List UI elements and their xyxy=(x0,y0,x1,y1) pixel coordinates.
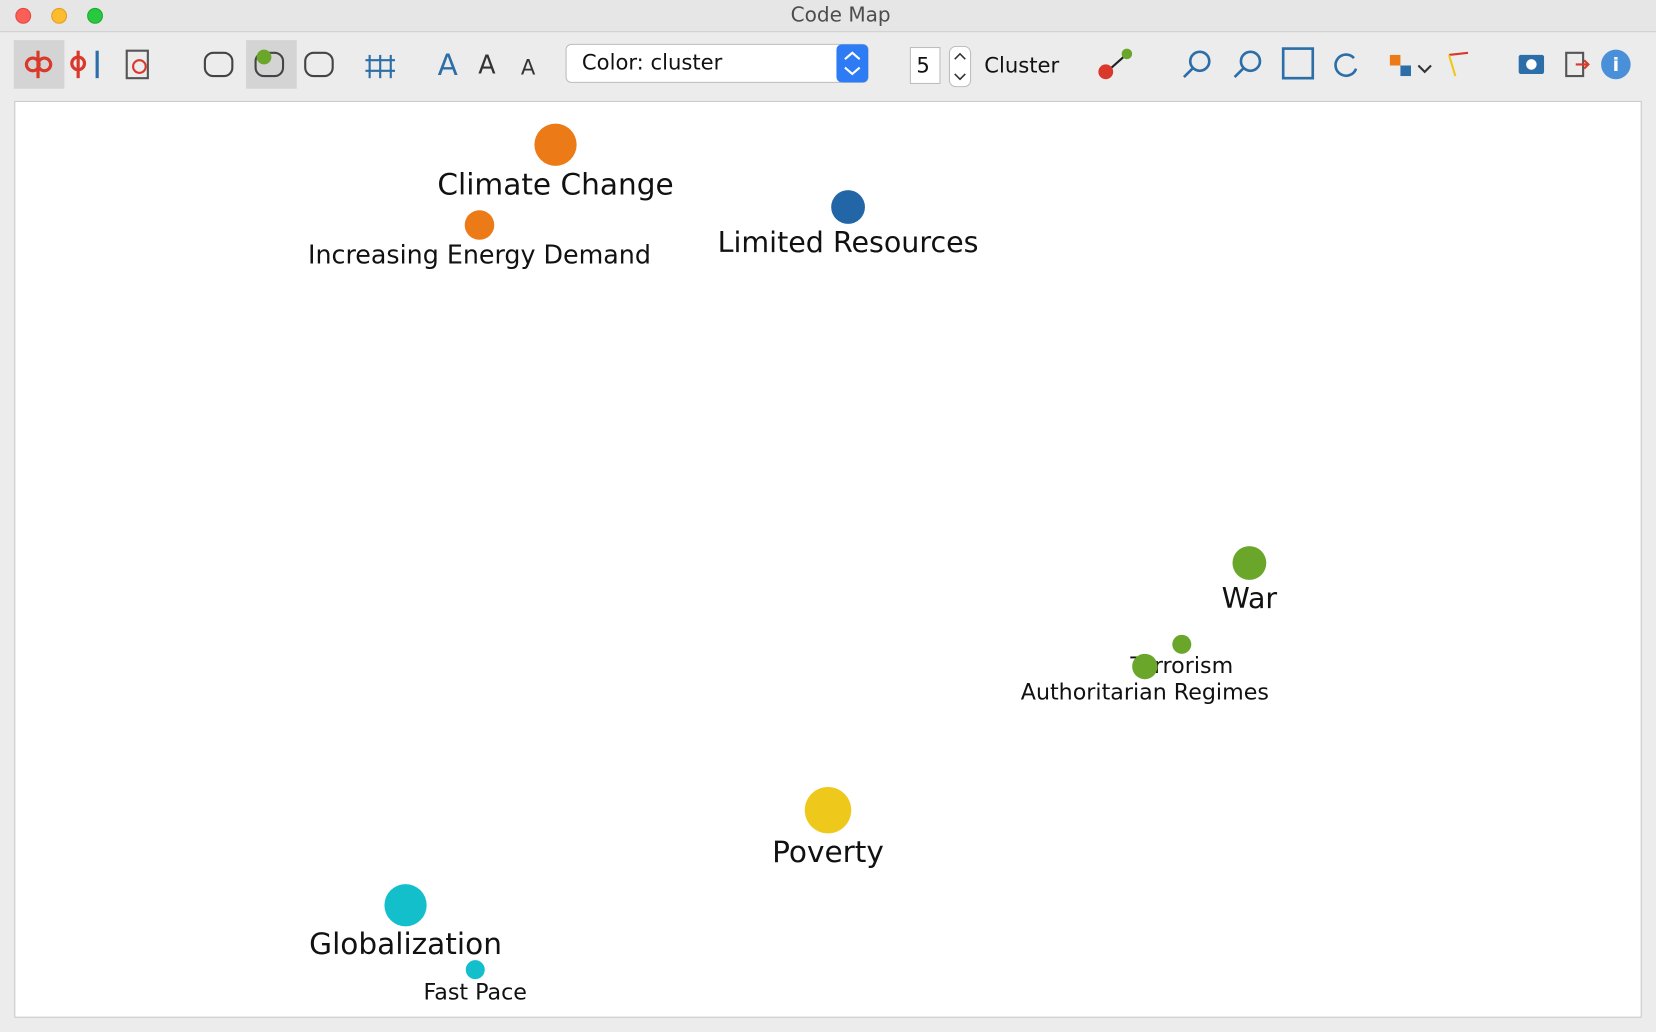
map-canvas xyxy=(14,100,1642,1018)
cluster-spinner[interactable]: 5 xyxy=(909,45,972,88)
node-label: Globalization xyxy=(309,927,502,961)
node-circle[interactable] xyxy=(1132,653,1158,680)
font-smaller-icon[interactable]: A xyxy=(521,55,536,80)
sort-icon[interactable] xyxy=(70,50,99,79)
color-select[interactable]: Color: cluster xyxy=(565,43,869,83)
title-bar xyxy=(0,0,1656,32)
zoom-button[interactable] xyxy=(87,7,103,24)
node-circle[interactable] xyxy=(534,123,577,166)
grid-icon[interactable] xyxy=(365,54,395,79)
map-icon[interactable] xyxy=(24,50,53,79)
export-icons[interactable]: i xyxy=(1389,49,1631,80)
close-button[interactable] xyxy=(15,7,32,24)
label-icons[interactable] xyxy=(203,40,334,89)
map-nodes: Climate Change Increasing Energy Demand Li… xyxy=(308,123,1278,1005)
font-larger-icon[interactable]: A xyxy=(478,50,496,80)
link-icon[interactable] xyxy=(1098,48,1133,80)
node-label: War xyxy=(1222,582,1278,615)
node-circle[interactable] xyxy=(1232,546,1267,580)
cluster-label: Cluster xyxy=(984,53,1059,78)
node-circle[interactable] xyxy=(1172,634,1192,654)
zoom-icons[interactable] xyxy=(1182,47,1358,80)
color-select-text: Color: cluster xyxy=(582,49,723,74)
node-label: Climate Change xyxy=(437,167,673,201)
node-label: Poverty xyxy=(772,835,884,869)
node-circle[interactable] xyxy=(464,210,495,240)
document-icon[interactable] xyxy=(125,49,149,80)
window-title: Code Map xyxy=(791,2,891,26)
cluster-count: 5 xyxy=(916,53,929,78)
node-circle[interactable] xyxy=(831,190,865,224)
minimize-button[interactable] xyxy=(51,7,68,24)
node-circle[interactable] xyxy=(804,786,852,834)
font-icon[interactable]: A xyxy=(438,48,458,82)
node-circle[interactable] xyxy=(384,884,427,927)
node-circle[interactable] xyxy=(465,960,485,980)
node-label: Authoritarian Regimes xyxy=(1021,679,1269,705)
svg-text:i: i xyxy=(1613,54,1620,76)
toolbar: A A A Color: cluster 5 Cluster xyxy=(13,40,1631,89)
node-label: Limited Resources xyxy=(718,226,979,259)
node-label: Increasing Energy Demand xyxy=(308,240,651,270)
node-label: Fast Pace xyxy=(424,979,527,1005)
